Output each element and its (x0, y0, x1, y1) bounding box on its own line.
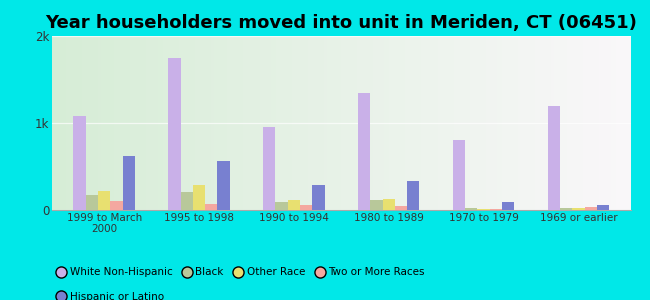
Legend: Hispanic or Latino: Hispanic or Latino (57, 292, 164, 300)
Bar (205, 204, 218, 210)
Bar (477, 209, 489, 210)
Bar (263, 127, 276, 210)
Bar (395, 206, 407, 210)
Bar (407, 181, 419, 210)
Bar (358, 92, 370, 210)
Bar (452, 140, 465, 210)
Bar (181, 192, 193, 210)
Bar (560, 208, 572, 210)
Bar (572, 208, 584, 210)
Bar (597, 205, 609, 210)
Bar (218, 161, 230, 210)
Bar (300, 205, 313, 210)
Bar (276, 202, 288, 210)
Bar (98, 191, 110, 210)
Bar (111, 201, 123, 210)
Bar (313, 185, 324, 210)
Bar (73, 116, 86, 210)
Bar (547, 106, 560, 210)
Bar (86, 195, 98, 210)
Bar (168, 58, 181, 210)
Bar (489, 209, 502, 210)
Bar (123, 156, 135, 210)
Bar (502, 202, 514, 210)
Bar (193, 185, 205, 210)
Bar (370, 200, 382, 210)
Bar (465, 208, 477, 210)
Bar (584, 207, 597, 210)
Bar (382, 199, 395, 210)
Bar (288, 200, 300, 210)
Title: Year householders moved into unit in Meriden, CT (06451): Year householders moved into unit in Mer… (46, 14, 637, 32)
